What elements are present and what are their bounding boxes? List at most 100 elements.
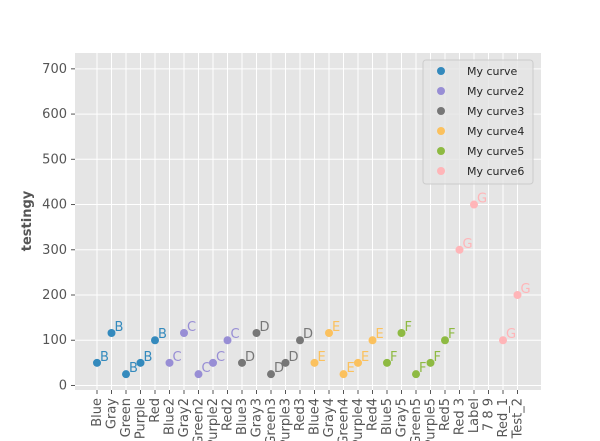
x-tick-label: Purple2 [206, 398, 221, 441]
data-point [441, 336, 449, 345]
x-tick-label: Test_2 [511, 398, 526, 439]
x-tick-label: Blue [90, 398, 105, 427]
data-label: C [173, 350, 182, 365]
x-tick-label: Green5 [409, 398, 424, 441]
data-label: E [332, 320, 340, 335]
x-tick-label: Red_1 [496, 398, 511, 437]
data-label: F [448, 327, 455, 342]
x-tick-label: Gray4 [322, 398, 337, 437]
legend-marker [437, 67, 445, 75]
y-tick-label: 700 [42, 62, 67, 77]
data-point [281, 358, 290, 367]
data-point [122, 370, 130, 379]
x-tick-label: Green4 [337, 398, 352, 441]
x-tick-label: Red5 [438, 398, 453, 431]
x-tick-label: Red4 [366, 398, 381, 431]
data-point [223, 336, 232, 345]
x-tick-label: Red3 [293, 398, 308, 431]
y-tick-label: 600 [42, 107, 67, 122]
data-point [252, 329, 261, 338]
x-tick-label: Green [119, 398, 134, 437]
data-label: F [434, 350, 441, 365]
data-point [412, 370, 420, 379]
data-point [513, 291, 522, 300]
data-label: G [506, 327, 516, 342]
x-tick-label: Gray5 [395, 398, 410, 437]
data-label: D [274, 361, 284, 376]
data-label: F [390, 350, 397, 365]
x-tick-label: Purple5 [424, 398, 439, 441]
x-tick-label: Red [148, 398, 163, 423]
data-label: E [361, 350, 369, 365]
data-label: E [347, 361, 355, 376]
data-label: F [405, 320, 412, 335]
data-point [209, 358, 217, 367]
data-label: E [318, 350, 326, 365]
x-tick-label: Green2 [192, 398, 207, 441]
legend-marker [437, 147, 445, 155]
data-point [383, 358, 391, 367]
x-tick-label: Purple3 [279, 398, 294, 441]
data-point [267, 370, 275, 379]
data-point [455, 245, 464, 254]
x-tick-label: Gray3 [250, 398, 265, 437]
data-label: C [216, 350, 225, 365]
data-point [426, 358, 435, 367]
data-label: G [463, 237, 473, 252]
y-tick-label: 300 [42, 243, 67, 258]
legend-entry: My curve2 [467, 85, 524, 98]
data-label: C [231, 327, 240, 342]
x-tick-label: Red 3 [453, 398, 468, 435]
data-label: B [115, 320, 124, 335]
legend-entry: My curve [467, 65, 518, 78]
data-point [470, 200, 478, 209]
y-tick-label: 0 [59, 378, 67, 393]
data-point [180, 329, 188, 338]
data-label: B [129, 361, 138, 376]
legend-entry: My curve6 [467, 165, 524, 178]
data-point [368, 336, 377, 345]
x-tick-label: Label [467, 398, 482, 433]
x-tick-label: Red2 [221, 398, 236, 431]
y-axis: 0 100 200 300 400 500 600 700 [42, 62, 75, 393]
x-tick-label: Blue4 [308, 398, 323, 435]
data-point [93, 358, 101, 367]
data-point [194, 370, 203, 379]
legend-marker [437, 127, 445, 135]
y-tick-label: 100 [42, 333, 67, 348]
x-tick-label: Blue3 [235, 398, 250, 435]
data-point [151, 336, 159, 345]
x-tick-label: Blue2 [163, 398, 178, 435]
x-tick-label: Blue5 [380, 398, 395, 435]
data-point [136, 358, 145, 367]
legend-entry: My curve3 [467, 105, 524, 118]
data-label: D [245, 350, 255, 365]
data-point [499, 336, 507, 345]
data-point [339, 370, 348, 379]
x-tick-label: Purple4 [351, 398, 366, 441]
data-label: C [202, 361, 211, 376]
data-label: D [289, 350, 299, 365]
legend-marker [437, 107, 445, 115]
data-label: G [477, 192, 487, 207]
x-axis: Blue Gray Green Purple Red Blue2 Gray2 Green2 Pu… [90, 390, 526, 441]
data-label: D [260, 320, 270, 335]
legend-entry: My curve4 [467, 125, 524, 138]
data-point [354, 358, 362, 367]
x-tick-label: Gray2 [177, 398, 192, 437]
data-point [310, 358, 319, 367]
data-point [238, 358, 246, 367]
data-point [165, 358, 174, 367]
legend-entry: My curve5 [467, 145, 524, 158]
data-point [397, 329, 406, 338]
data-point [107, 329, 116, 338]
y-tick-label: 500 [42, 152, 67, 167]
data-label: B [100, 350, 109, 365]
y-axis-label: testingy [20, 190, 35, 251]
legend-box [422, 59, 534, 185]
y-tick-label: 400 [42, 198, 67, 213]
data-point [325, 329, 333, 338]
data-label: C [187, 320, 196, 335]
x-tick-label: 7 8 9 [482, 398, 497, 431]
